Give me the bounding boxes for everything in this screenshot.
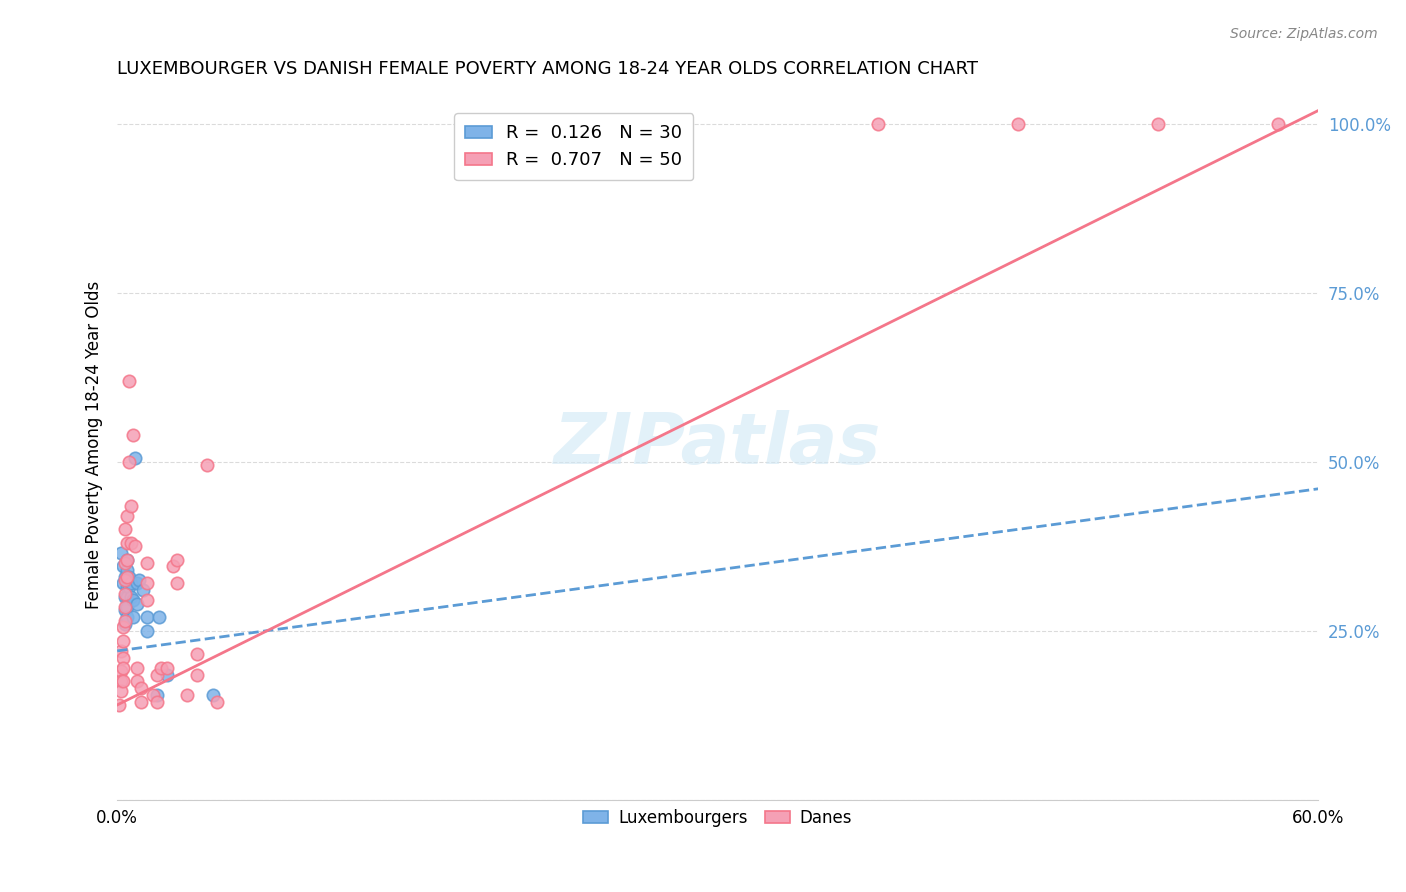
Point (186, 648, 208, 662)
Point (1147, 117, 1170, 131)
Point (114, 603, 136, 617)
Point (148, 610, 170, 624)
Point (115, 600, 138, 615)
Point (156, 667, 179, 681)
Point (136, 576, 159, 591)
Point (136, 556, 159, 570)
Point (202, 688, 225, 702)
Point (195, 458, 218, 472)
Point (129, 695, 152, 709)
Point (136, 610, 159, 624)
Point (115, 552, 138, 566)
Point (118, 455, 141, 469)
Point (146, 695, 169, 709)
Point (112, 633, 135, 648)
Point (186, 667, 208, 681)
Point (115, 590, 138, 604)
Point (112, 620, 135, 634)
Point (115, 552, 138, 566)
Point (114, 573, 136, 587)
Point (114, 616, 136, 631)
Point (115, 508, 138, 523)
Point (128, 573, 150, 587)
Point (127, 576, 149, 591)
Point (166, 552, 188, 566)
Point (129, 681, 152, 695)
Point (127, 661, 149, 675)
Point (156, 661, 179, 675)
Point (110, 674, 132, 689)
Text: ZIPatlas: ZIPatlas (554, 410, 882, 479)
Point (120, 499, 142, 513)
Point (114, 569, 136, 583)
Point (108, 698, 131, 712)
Point (110, 644, 132, 658)
Point (162, 559, 184, 574)
Point (112, 650, 135, 665)
Point (150, 661, 173, 675)
Point (120, 576, 142, 591)
Point (136, 624, 159, 638)
Point (114, 522, 136, 536)
Y-axis label: Female Poverty Among 18-24 Year Olds: Female Poverty Among 18-24 Year Olds (86, 281, 103, 609)
Point (115, 610, 138, 624)
Point (114, 556, 136, 570)
Point (112, 674, 135, 689)
Point (110, 546, 132, 560)
Point (112, 661, 135, 675)
Point (207, 695, 229, 709)
Point (124, 451, 146, 466)
Point (127, 597, 149, 611)
Point (1267, 117, 1289, 131)
Point (120, 536, 142, 550)
Point (166, 576, 188, 591)
Point (176, 688, 198, 702)
Point (122, 593, 145, 607)
Point (110, 664, 132, 678)
Text: Source: ZipAtlas.com: Source: ZipAtlas.com (1230, 27, 1378, 41)
Legend: Luxembourgers, Danes: Luxembourgers, Danes (576, 803, 859, 834)
Point (114, 600, 136, 615)
Point (866, 117, 889, 131)
Point (115, 536, 138, 550)
Point (122, 610, 145, 624)
Point (124, 539, 146, 553)
Point (146, 667, 169, 681)
Point (112, 576, 135, 591)
Point (114, 586, 136, 600)
Point (110, 684, 132, 698)
Point (120, 590, 142, 604)
Point (118, 374, 141, 388)
Point (142, 688, 165, 702)
Point (1007, 117, 1029, 131)
Point (127, 674, 149, 689)
Point (115, 580, 138, 594)
Point (118, 569, 141, 583)
Point (122, 427, 145, 442)
Point (136, 593, 159, 607)
Point (146, 688, 169, 702)
Point (132, 583, 155, 598)
Point (112, 559, 135, 574)
Text: LUXEMBOURGER VS DANISH FEMALE POVERTY AMONG 18-24 YEAR OLDS CORRELATION CHART: LUXEMBOURGER VS DANISH FEMALE POVERTY AM… (117, 60, 979, 78)
Point (114, 614, 136, 628)
Point (115, 569, 138, 583)
Point (114, 590, 136, 604)
Point (118, 580, 141, 594)
Point (115, 563, 138, 577)
